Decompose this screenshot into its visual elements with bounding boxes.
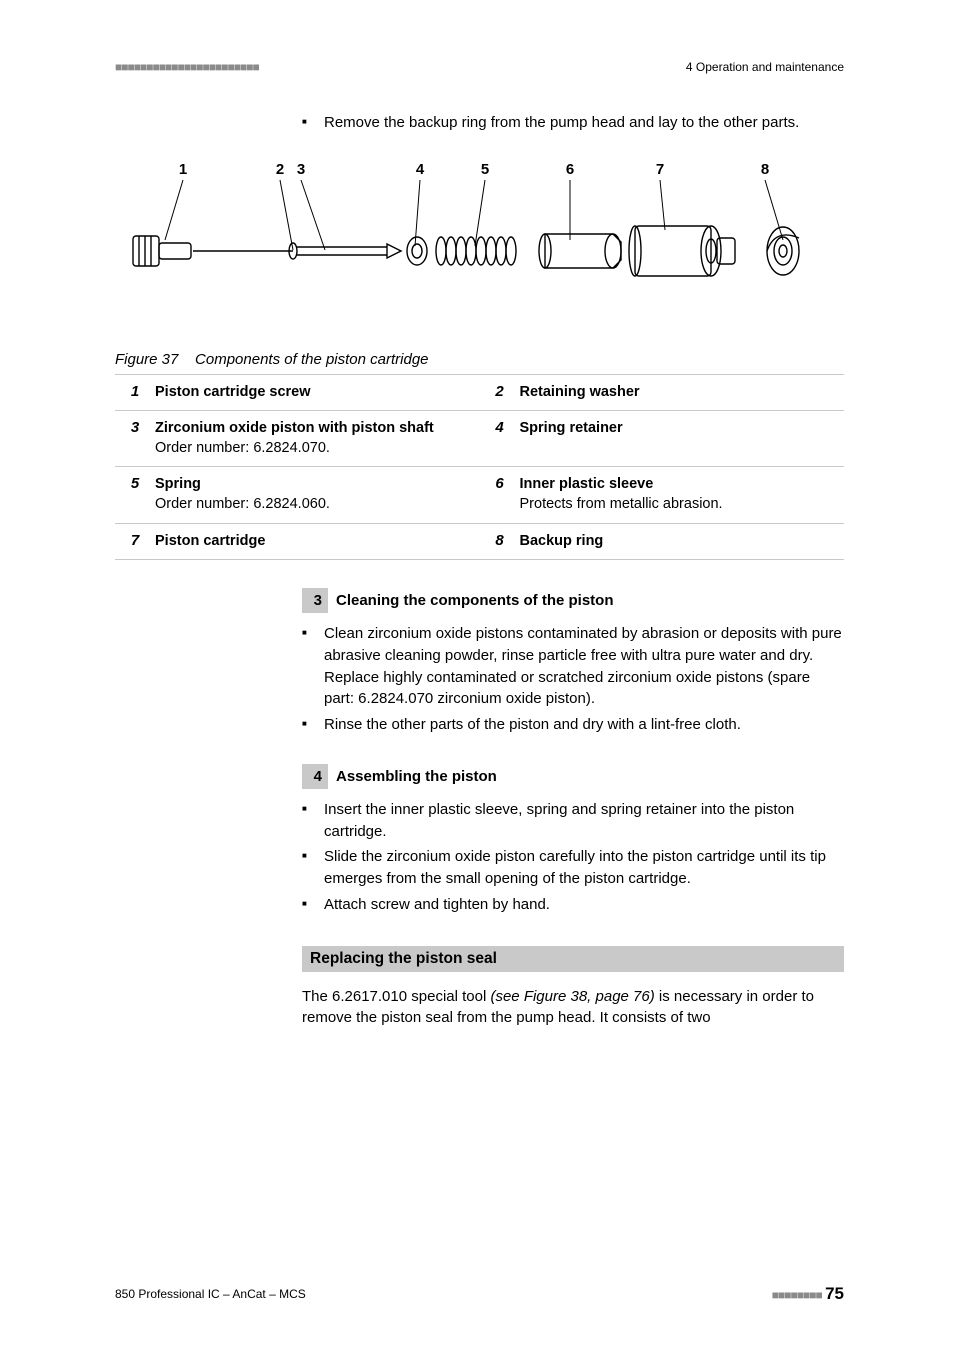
step-number: 3 (302, 588, 328, 613)
callout-4: 4 (416, 161, 425, 178)
callout-6: 6 (566, 161, 574, 178)
footer-dots: ■■■■■■■■ (772, 1288, 822, 1302)
legend-term: Zirconium oxide piston with piston shaft (155, 419, 468, 439)
callout-7: 7 (656, 161, 664, 178)
piston-diagram: 1 2 3 4 5 6 7 8 (115, 158, 844, 328)
legend-term: Piston cartridge (155, 532, 468, 552)
step-bullet: Rinse the other parts of the piston and … (302, 714, 844, 736)
figure-37: 1 2 3 4 5 6 7 8 (115, 158, 844, 560)
replacing-section: Replacing the piston seal The 6.2617.010… (302, 946, 844, 1030)
legend-row: 3 Zirconium oxide piston with piston sha… (115, 411, 844, 467)
legend-num: 2 (480, 383, 520, 403)
section-para-ref: (see Figure 38, page 76) (490, 988, 654, 1005)
legend-num: 6 (480, 475, 520, 514)
header-dots-left: ■■■■■■■■■■■■■■■■■■■■■■■ (115, 60, 259, 74)
step-title: Cleaning the components of the piston (328, 588, 614, 613)
section-para-pre: The 6.2617.010 special tool (302, 988, 490, 1005)
legend-num: 7 (115, 532, 155, 552)
step-header: 4 Assembling the piston (302, 764, 844, 789)
step-3: 3 Cleaning the components of the piston … (302, 588, 844, 736)
callout-3: 3 (297, 161, 305, 178)
step-4: 4 Assembling the piston Insert the inner… (302, 764, 844, 916)
legend-num: 5 (115, 475, 155, 514)
legend-desc: Order number: 6.2824.060. (155, 495, 468, 515)
callout-1: 1 (179, 161, 187, 178)
legend-table: 1 Piston cartridge screw 2 Retaining was… (115, 374, 844, 560)
legend-num: 8 (480, 532, 520, 552)
step-number: 4 (302, 764, 328, 789)
legend-term: Backup ring (520, 532, 833, 552)
step-title: Assembling the piston (328, 764, 497, 789)
legend-term: Piston cartridge screw (155, 383, 468, 403)
intro-bullet: Remove the backup ring from the pump hea… (302, 112, 844, 134)
footer-page-number: 75 (825, 1284, 844, 1303)
step-bullet: Insert the inner plastic sleeve, spring … (302, 799, 844, 843)
header-section-label: 4 Operation and maintenance (686, 60, 844, 74)
figure-caption-prefix: Figure 37 (115, 351, 178, 368)
step-bullets: Clean zirconium oxide pistons contaminat… (302, 623, 844, 736)
step-header: 3 Cleaning the components of the piston (302, 588, 844, 613)
legend-num: 4 (480, 419, 520, 458)
figure-caption-text: Components of the piston cartridge (195, 351, 428, 368)
callout-5: 5 (481, 161, 489, 178)
step-bullet: Attach screw and tighten by hand. (302, 894, 844, 916)
step-bullet: Slide the zirconium oxide piston careful… (302, 846, 844, 890)
step-bullet: Clean zirconium oxide pistons contaminat… (302, 623, 844, 710)
callout-2: 2 (276, 161, 284, 178)
legend-term: Spring (155, 475, 468, 495)
section-heading: Replacing the piston seal (302, 946, 844, 972)
legend-term: Spring retainer (520, 419, 833, 439)
figure-caption: Figure 37 Components of the piston cartr… (115, 351, 844, 368)
legend-row: 5 Spring Order number: 6.2824.060. 6 Inn… (115, 467, 844, 523)
legend-desc: Order number: 6.2824.070. (155, 439, 468, 459)
page-header: ■■■■■■■■■■■■■■■■■■■■■■■ 4 Operation and … (115, 60, 844, 74)
legend-row: 1 Piston cartridge screw 2 Retaining was… (115, 375, 844, 412)
legend-term: Retaining washer (520, 383, 833, 403)
section-paragraph: The 6.2617.010 special tool (see Figure … (302, 986, 844, 1030)
intro-block: Remove the backup ring from the pump hea… (302, 112, 844, 134)
intro-bullets: Remove the backup ring from the pump hea… (302, 112, 844, 134)
legend-num: 1 (115, 383, 155, 403)
legend-term: Inner plastic sleeve (520, 475, 833, 495)
footer-doc-title: 850 Professional IC – AnCat – MCS (115, 1287, 306, 1301)
page-footer: 850 Professional IC – AnCat – MCS ■■■■■■… (115, 1284, 844, 1304)
callout-8: 8 (761, 161, 769, 178)
legend-num: 3 (115, 419, 155, 458)
step-bullets: Insert the inner plastic sleeve, spring … (302, 799, 844, 916)
legend-row: 7 Piston cartridge 8 Backup ring (115, 524, 844, 561)
legend-desc: Protects from metallic abrasion. (520, 495, 833, 515)
footer-right: ■■■■■■■■ 75 (772, 1284, 844, 1304)
